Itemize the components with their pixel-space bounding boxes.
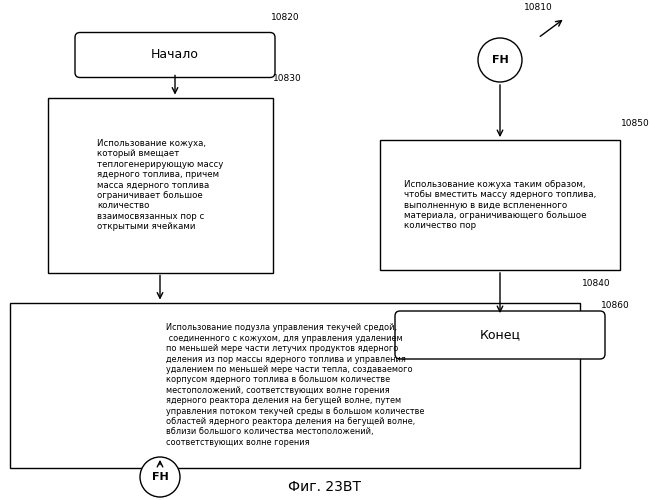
Bar — [10, 302, 580, 468]
Text: Фиг. 23ВТ: Фиг. 23ВТ — [289, 480, 361, 494]
Text: 10860: 10860 — [601, 301, 630, 310]
Circle shape — [140, 457, 180, 497]
FancyBboxPatch shape — [395, 311, 605, 359]
Text: 10810: 10810 — [524, 3, 552, 12]
Text: 10820: 10820 — [271, 13, 300, 22]
Text: 10830: 10830 — [273, 74, 302, 83]
Text: 10840: 10840 — [582, 279, 610, 288]
Text: Использование кожуха таким образом,
чтобы вместить массу ядерного топлива,
выпол: Использование кожуха таким образом, чтоб… — [404, 180, 596, 230]
Text: FH: FH — [491, 55, 508, 65]
Text: Использование подузла управления текучей средой,
 соединенного с кожухом, для уп: Использование подузла управления текучей… — [166, 324, 424, 446]
Text: Начало: Начало — [151, 48, 199, 62]
Text: FH: FH — [151, 472, 168, 482]
Text: Конец: Конец — [480, 328, 521, 342]
Bar — [47, 98, 272, 272]
Text: Использование кожуха,
который вмещает
теплогенерирующую массу
ядерного топлива, : Использование кожуха, который вмещает те… — [97, 139, 223, 231]
Text: 10850: 10850 — [621, 119, 650, 128]
Circle shape — [478, 38, 522, 82]
FancyBboxPatch shape — [75, 32, 275, 78]
Bar — [380, 140, 620, 270]
